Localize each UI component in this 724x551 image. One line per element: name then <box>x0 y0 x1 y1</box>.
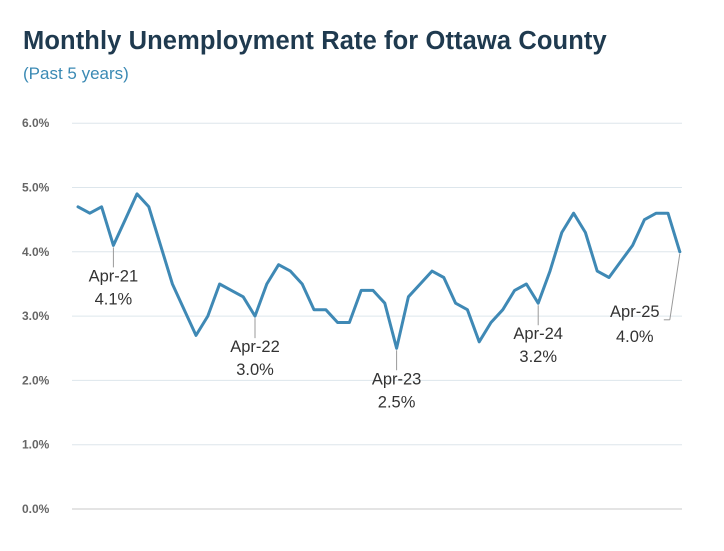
annotation-month: Apr-25 <box>610 303 660 321</box>
y-tick-label: 2.0% <box>22 373 50 387</box>
y-tick-label: 1.0% <box>22 438 50 452</box>
annotation-month: Apr-21 <box>89 267 139 285</box>
y-tick-label: 0.0% <box>22 502 50 516</box>
y-tick-label: 4.0% <box>22 245 50 259</box>
gridlines <box>72 122 682 510</box>
annotation-value: 3.0% <box>236 361 274 379</box>
annotation-leader <box>669 253 681 320</box>
annotation-month: Apr-23 <box>372 370 422 388</box>
chart-title: Monthly Unemployment Rate for Ottawa Cou… <box>23 27 607 55</box>
annotation-month: Apr-24 <box>513 325 563 343</box>
annotation-value: 3.2% <box>519 348 557 366</box>
annotation-labels: Apr-21 4.1% Apr-22 3.0% Apr-23 2.5% Apr-24 3.2%… <box>89 267 660 411</box>
y-axis-tick-labels: 0.0% 1.0% 2.0% 3.0% 4.0% 5.0% 6.0% <box>22 116 50 516</box>
series-line <box>76 192 682 350</box>
annotation-value: 2.5% <box>378 393 416 411</box>
y-tick-label: 3.0% <box>22 309 50 323</box>
y-tick-label: 5.0% <box>22 181 50 195</box>
annotation-month: Apr-22 <box>230 338 280 356</box>
series-layer <box>76 192 682 350</box>
y-tick-label: 6.0% <box>22 116 50 130</box>
annotation-leaders <box>112 247 681 371</box>
annotation-value: 4.1% <box>95 290 133 308</box>
annotation-value: 4.0% <box>616 328 654 346</box>
chart-subtitle: (Past 5 years) <box>23 64 129 83</box>
